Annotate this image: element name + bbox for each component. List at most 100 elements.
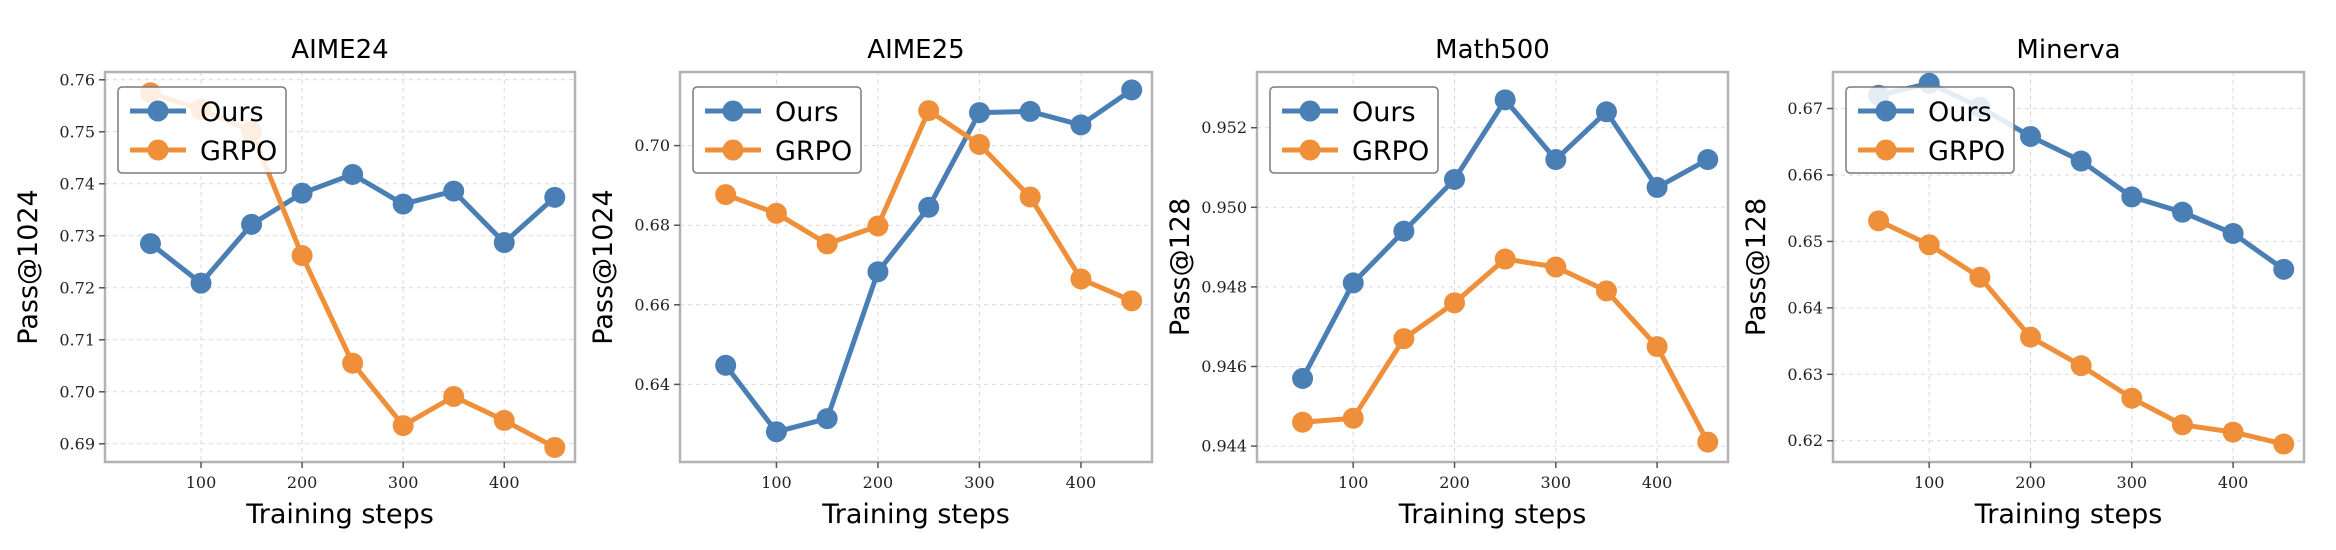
data-point-grpo <box>1342 407 1364 429</box>
legend: Ours GRPO <box>1845 86 2015 174</box>
data-point-ours <box>1595 101 1617 123</box>
data-point-ours <box>1070 114 1092 136</box>
data-point-grpo <box>342 352 364 374</box>
y-tick-label: 0.64 <box>1787 298 1823 317</box>
legend-label-grpo: GRPO <box>200 136 277 167</box>
data-point-grpo <box>2121 387 2143 409</box>
data-point-ours <box>2020 125 2042 147</box>
data-point-ours <box>1545 149 1567 171</box>
legend-label-ours: Ours <box>200 97 264 128</box>
data-point-ours <box>1697 149 1719 171</box>
legend-marker <box>1299 100 1321 122</box>
y-tick-label: 0.72 <box>59 278 95 297</box>
x-tick-label: 300 <box>2117 473 2148 492</box>
x-tick-label: 400 <box>2218 473 2249 492</box>
y-tick-label: 0.69 <box>59 434 95 453</box>
x-tick-label: 200 <box>2015 473 2046 492</box>
data-point-grpo <box>867 215 889 237</box>
y-tick-label: 0.948 <box>1201 277 1247 296</box>
data-point-ours <box>1019 100 1041 122</box>
y-tick-label: 0.68 <box>634 216 670 235</box>
data-point-ours <box>918 196 940 218</box>
legend-label-grpo: GRPO <box>775 136 852 167</box>
legend: Ours GRPO <box>117 86 287 174</box>
data-point-grpo <box>1070 268 1092 290</box>
legend: Ours GRPO <box>1269 86 1439 174</box>
data-point-ours <box>291 182 313 204</box>
data-point-ours <box>190 272 212 294</box>
y-tick-label: 0.67 <box>1787 99 1823 118</box>
y-tick-label: 0.64 <box>634 375 670 394</box>
x-tick-label: 100 <box>1338 473 1369 492</box>
data-point-grpo <box>1595 280 1617 302</box>
y-tick-label: 0.950 <box>1201 198 1247 217</box>
data-point-ours <box>2171 201 2193 223</box>
plot-frame <box>103 70 577 464</box>
data-point-grpo <box>1918 234 1940 256</box>
y-tick-label: 0.944 <box>1201 437 1247 456</box>
chart-panel-4: 100 200 300 400 0.62 0.63 0.64 0.65 0.66 0.67 Ours… <box>1741 35 2306 530</box>
data-point-grpo <box>493 409 515 431</box>
legend-marker <box>1875 100 1897 122</box>
x-tick-label: 300 <box>388 473 419 492</box>
x-tick-label: 400 <box>489 473 520 492</box>
y-axis-title: Pass@128 <box>1165 198 1196 336</box>
data-point-grpo <box>1868 210 1890 232</box>
y-tick-label: 0.65 <box>1787 232 1823 251</box>
data-point-grpo <box>1494 248 1516 270</box>
data-point-grpo <box>1545 256 1567 278</box>
legend-label-ours: Ours <box>1352 97 1416 128</box>
plot-frame <box>678 70 1154 464</box>
y-tick-label: 0.75 <box>59 122 95 141</box>
y-tick-label: 0.71 <box>59 330 95 349</box>
legend-label-ours: Ours <box>1928 97 1992 128</box>
data-point-grpo <box>2222 421 2244 443</box>
data-point-ours <box>715 354 737 376</box>
data-point-grpo <box>1019 186 1041 208</box>
y-tick-label: 0.946 <box>1201 357 1247 376</box>
x-tick-label: 200 <box>863 473 894 492</box>
data-point-ours <box>493 232 515 254</box>
data-point-grpo <box>2171 414 2193 436</box>
data-point-grpo <box>2273 433 2295 455</box>
legend-marker <box>147 100 169 122</box>
data-point-ours <box>1646 176 1668 198</box>
panel-title: AIME25 <box>867 35 964 65</box>
y-axis-title: Pass@1024 <box>588 189 619 344</box>
x-tick-label: 400 <box>1642 473 1673 492</box>
data-point-grpo <box>1393 328 1415 350</box>
x-tick-label: 100 <box>1914 473 1945 492</box>
data-point-grpo <box>544 436 566 458</box>
legend-marker <box>147 139 169 161</box>
y-tick-label: 0.70 <box>59 382 95 401</box>
panel-title: Math500 <box>1435 35 1550 65</box>
data-point-grpo <box>715 184 737 206</box>
data-point-ours <box>765 421 787 443</box>
x-tick-label: 400 <box>1066 473 1097 492</box>
plot-frame <box>1831 70 2306 464</box>
legend-marker <box>1875 139 1897 161</box>
x-axis-title: Training steps <box>821 499 1010 530</box>
panel-title: Minerva <box>2016 35 2120 65</box>
data-point-ours <box>1444 168 1466 190</box>
data-point-ours <box>2273 258 2295 280</box>
data-point-ours <box>2070 150 2092 172</box>
data-point-ours <box>342 163 364 185</box>
y-axis-title: Pass@1024 <box>13 189 44 344</box>
plot-frame <box>1255 70 1730 464</box>
y-tick-label: 0.63 <box>1787 365 1823 384</box>
y-tick-label: 0.70 <box>634 136 670 155</box>
x-axis-title: Training steps <box>1974 499 2163 530</box>
data-point-ours <box>816 408 838 430</box>
data-point-grpo <box>392 415 414 437</box>
data-point-grpo <box>918 100 940 122</box>
legend-marker <box>722 139 744 161</box>
legend: Ours GRPO <box>692 86 862 174</box>
y-tick-label: 0.74 <box>59 174 95 193</box>
x-tick-label: 300 <box>1541 473 1572 492</box>
x-tick-label: 300 <box>964 473 995 492</box>
y-tick-label: 0.66 <box>634 295 670 314</box>
data-point-ours <box>1121 79 1143 101</box>
data-point-ours <box>544 186 566 208</box>
